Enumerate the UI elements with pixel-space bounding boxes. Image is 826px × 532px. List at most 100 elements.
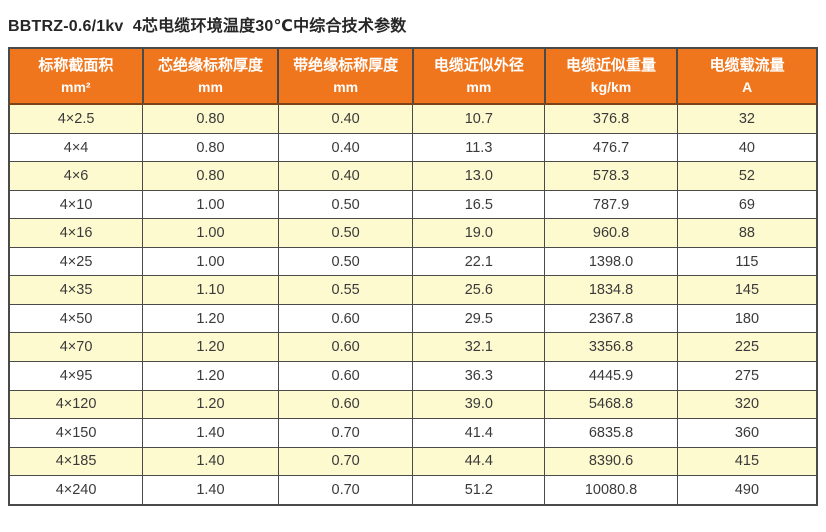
table-row: 4×10 1.00 0.50 16.5 787.9 69 <box>8 189 818 220</box>
cell: 1.40 <box>142 475 279 506</box>
cell: 4×4 <box>8 132 144 163</box>
cell: 4×50 <box>8 303 144 334</box>
cell: 25.6 <box>412 275 546 305</box>
col-header-nominal-section: 标称截面积 mm² <box>8 47 144 105</box>
cell: 19.0 <box>412 218 546 248</box>
cell: 1.20 <box>142 303 279 334</box>
cell: 0.70 <box>277 418 414 448</box>
cell: 115 <box>676 246 818 277</box>
cell: 0.55 <box>277 275 414 305</box>
cell: 376.8 <box>544 103 678 134</box>
col-header-label: 电缆载流量 <box>709 56 785 74</box>
header-row: 标称截面积 mm² 芯绝缘标称厚度 mm 带绝缘标称厚度 mm 电缆近似外径 m… <box>8 47 818 105</box>
cell: 32 <box>676 103 818 134</box>
cell: 1.20 <box>142 360 279 391</box>
cell: 3356.8 <box>544 332 678 362</box>
table-row: 4×70 1.20 0.60 32.1 3356.8 225 <box>8 332 818 362</box>
cell: 787.9 <box>544 189 678 220</box>
cell: 8390.6 <box>544 446 678 477</box>
cell: 6835.8 <box>544 418 678 448</box>
cell: 415 <box>676 446 818 477</box>
cell: 0.60 <box>277 389 414 420</box>
col-header-label: 标称截面积 <box>38 56 114 74</box>
cell: 13.0 <box>412 161 546 191</box>
cell: 32.1 <box>412 332 546 362</box>
col-header-unit: mm <box>198 78 223 95</box>
table-row: 4×95 1.20 0.60 36.3 4445.9 275 <box>8 360 818 391</box>
table-row: 4×25 1.00 0.50 22.1 1398.0 115 <box>8 246 818 277</box>
cell: 1834.8 <box>544 275 678 305</box>
cell: 275 <box>676 360 818 391</box>
cell: 40 <box>676 132 818 163</box>
cell: 22.1 <box>412 246 546 277</box>
cell: 10.7 <box>412 103 546 134</box>
cell: 225 <box>676 332 818 362</box>
table-row: 4×6 0.80 0.40 13.0 578.3 52 <box>8 161 818 191</box>
cell: 4×150 <box>8 418 144 448</box>
cell: 88 <box>676 218 818 248</box>
cell: 1.00 <box>142 246 279 277</box>
cell: 0.40 <box>277 103 414 134</box>
cell: 44.4 <box>412 446 546 477</box>
col-header-outer-diameter: 电缆近似外径 mm <box>411 47 546 105</box>
cell: 490 <box>676 475 818 506</box>
cell: 4×240 <box>8 475 144 506</box>
cell: 578.3 <box>544 161 678 191</box>
cell: 0.50 <box>277 246 414 277</box>
cell: 4×185 <box>8 446 144 477</box>
cell: 1398.0 <box>544 246 678 277</box>
col-header-unit: mm <box>466 78 492 95</box>
cell: 5468.8 <box>544 389 678 420</box>
cell: 4×10 <box>8 189 144 220</box>
cell: 4×25 <box>8 246 144 277</box>
col-header-unit: mm² <box>61 78 91 95</box>
cell: 0.70 <box>277 475 414 506</box>
cell: 16.5 <box>412 189 546 220</box>
cell: 1.20 <box>142 389 279 420</box>
cell: 1.20 <box>142 332 279 362</box>
col-header-unit: mm <box>333 78 359 95</box>
cell: 0.80 <box>142 103 279 134</box>
cell: 4×95 <box>8 360 144 391</box>
cell: 41.4 <box>412 418 546 448</box>
cell: 180 <box>676 303 818 334</box>
cell: 4×35 <box>8 275 144 305</box>
cell: 52 <box>676 161 818 191</box>
col-header-unit: A <box>742 78 753 95</box>
cell: 4×70 <box>8 332 144 362</box>
cell: 4×6 <box>8 161 144 191</box>
cell: 2367.8 <box>544 303 678 334</box>
col-header-core-insulation: 芯绝缘标称厚度 mm <box>141 47 280 105</box>
cell: 4×2.5 <box>8 103 144 134</box>
table-body: 4×2.5 0.80 0.40 10.7 376.8 32 4×4 0.80 0.40 11.3 4… <box>8 103 818 506</box>
cell: 0.50 <box>277 218 414 248</box>
cell: 1.10 <box>142 275 279 305</box>
cell: 10080.8 <box>544 475 678 506</box>
cell: 69 <box>676 189 818 220</box>
cell: 4×120 <box>8 389 144 420</box>
cell: 360 <box>676 418 818 448</box>
cell: 36.3 <box>412 360 546 391</box>
cell: 0.40 <box>277 161 414 191</box>
cell: 0.60 <box>277 332 414 362</box>
table-row: 4×35 1.10 0.55 25.6 1834.8 145 <box>8 275 818 305</box>
table-row: 4×120 1.20 0.60 39.0 5468.8 320 <box>8 389 818 420</box>
cell: 0.60 <box>277 360 414 391</box>
col-header-label: 芯绝缘标称厚度 <box>157 56 263 74</box>
cell: 4×16 <box>8 218 144 248</box>
cell: 960.8 <box>544 218 678 248</box>
cell: 1.00 <box>142 189 279 220</box>
table-row: 4×50 1.20 0.60 29.5 2367.8 180 <box>8 303 818 334</box>
spec-table: 标称截面积 mm² 芯绝缘标称厚度 mm 带绝缘标称厚度 mm 电缆近似外径 m… <box>8 47 818 506</box>
cell: 0.40 <box>277 132 414 163</box>
table-row: 4×16 1.00 0.50 19.0 960.8 88 <box>8 218 818 248</box>
cell: 0.80 <box>142 161 279 191</box>
table-row: 4×4 0.80 0.40 11.3 476.7 40 <box>8 132 818 163</box>
col-header-label: 带绝缘标称厚度 <box>293 56 399 74</box>
cell: 476.7 <box>544 132 678 163</box>
table-row: 4×2.5 0.80 0.40 10.7 376.8 32 <box>8 103 818 134</box>
col-header-label: 电缆近似重量 <box>566 56 657 74</box>
cell: 145 <box>676 275 818 305</box>
cell: 1.40 <box>142 418 279 448</box>
